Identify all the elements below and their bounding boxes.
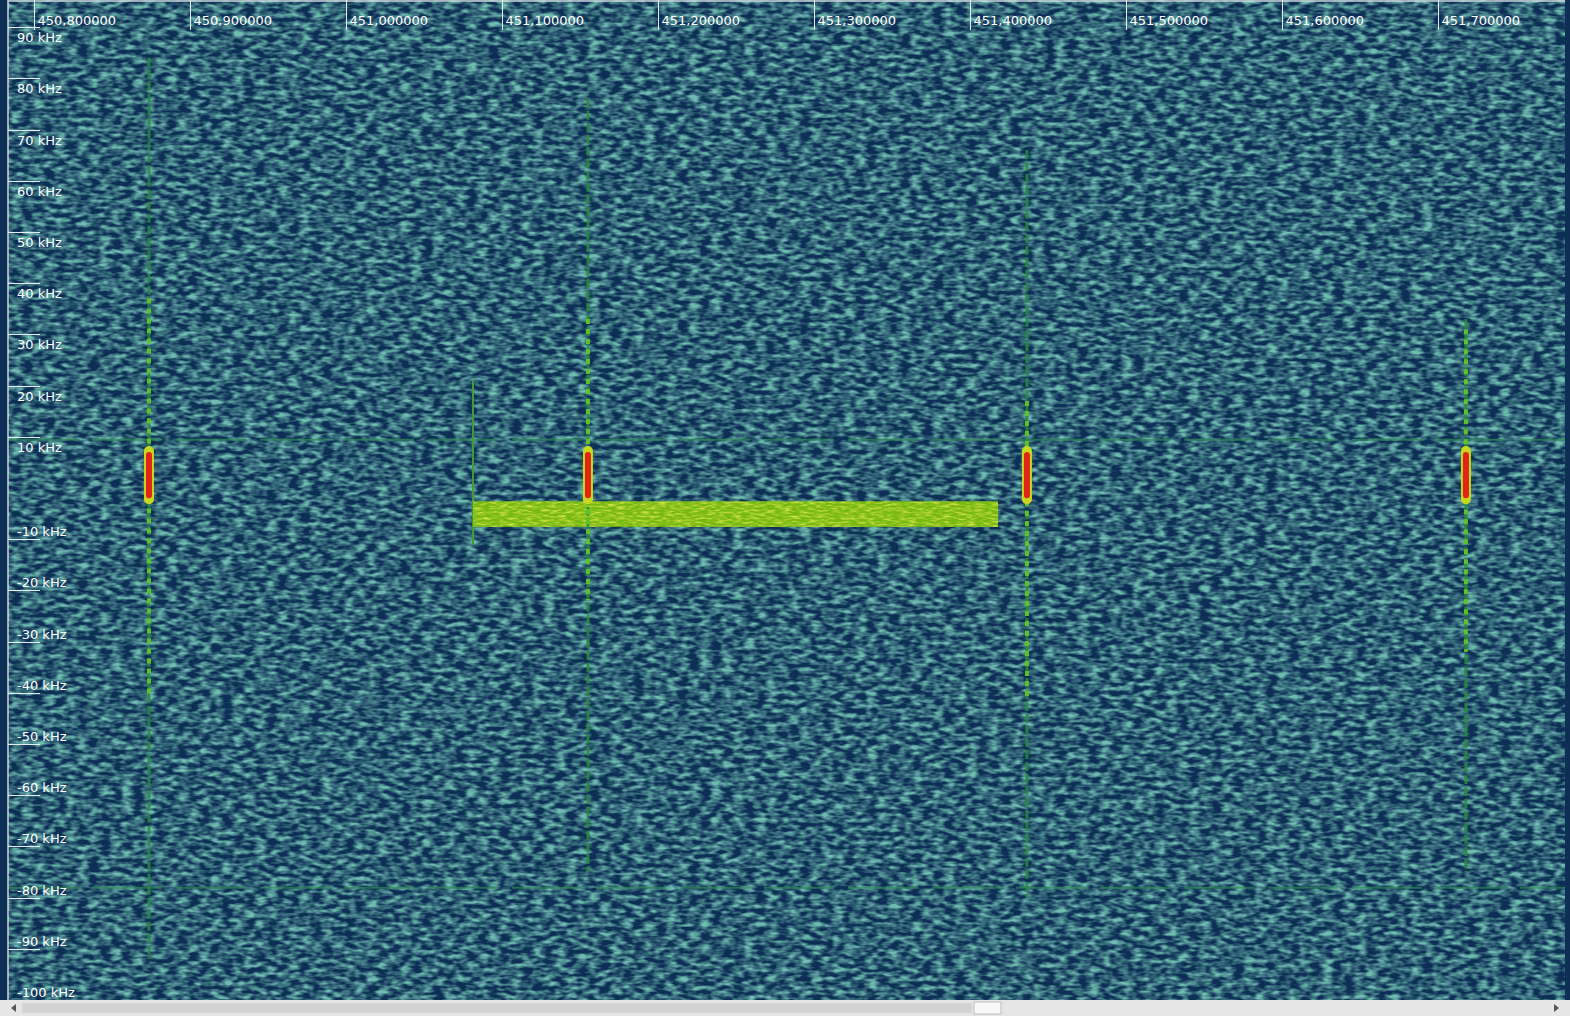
burst-peak-core bbox=[1024, 452, 1030, 498]
x-tick bbox=[970, 0, 971, 30]
y-tick-label: -90 kHz bbox=[17, 934, 67, 949]
x-tick bbox=[502, 0, 503, 30]
burst-line bbox=[1464, 319, 1467, 872]
y-tick bbox=[8, 539, 40, 540]
y-tick-label: 30 kHz bbox=[17, 337, 62, 352]
x-tick-label: 451,500000 bbox=[1130, 13, 1209, 28]
y-tick bbox=[8, 232, 40, 233]
y-tick bbox=[8, 283, 40, 284]
burst-bright bbox=[1464, 329, 1468, 652]
spur-line bbox=[8, 887, 1565, 889]
x-tick-label: 451,000000 bbox=[350, 13, 429, 28]
scrollbar-fill bbox=[22, 1003, 972, 1013]
burst-peak bbox=[583, 446, 593, 504]
y-tick-label: 10 kHz bbox=[17, 440, 62, 455]
x-tick-label: 451,600000 bbox=[1286, 13, 1365, 28]
x-tick-label: 450,900000 bbox=[194, 13, 273, 28]
y-tick bbox=[8, 334, 40, 335]
scroll-left-arrow[interactable] bbox=[11, 1004, 16, 1012]
signal-texture bbox=[473, 501, 998, 527]
y-tick-label: -40 kHz bbox=[17, 678, 67, 693]
scrollbar-thumb[interactable] bbox=[974, 1002, 1001, 1014]
x-tick bbox=[346, 0, 347, 30]
y-tick bbox=[8, 693, 40, 694]
y-tick bbox=[8, 78, 40, 79]
x-tick-label: 451,200000 bbox=[662, 13, 741, 28]
burst-bright bbox=[1025, 401, 1029, 698]
y-tick-label: -10 kHz bbox=[17, 524, 67, 539]
x-axis-line bbox=[8, 0, 1565, 2]
y-tick bbox=[8, 846, 40, 847]
y-tick-label: 40 kHz bbox=[17, 286, 62, 301]
y-tick bbox=[8, 27, 40, 28]
y-tick-label: -50 kHz bbox=[17, 729, 67, 744]
burst-line bbox=[147, 58, 150, 959]
spur-line bbox=[8, 439, 1565, 441]
y-tick-label: 80 kHz bbox=[17, 81, 62, 96]
spectrogram-view: 450,800000 450,900000 451,000000 451,100000… bbox=[0, 0, 1570, 1016]
burst-peak-core bbox=[585, 452, 591, 498]
x-tick-label: 451,300000 bbox=[818, 13, 897, 28]
plot-area bbox=[8, 0, 1565, 1000]
y-tick bbox=[8, 949, 40, 950]
x-tick-label: 451,100000 bbox=[506, 13, 585, 28]
x-tick bbox=[658, 0, 659, 30]
y-tick bbox=[8, 181, 40, 182]
scrollbar-track bbox=[0, 1000, 1570, 1016]
y-tick-label: 60 kHz bbox=[17, 184, 62, 199]
y-tick bbox=[8, 795, 40, 796]
burst-peak bbox=[1461, 446, 1471, 504]
background bbox=[0, 0, 1570, 1016]
burst-line bbox=[1025, 150, 1028, 898]
y-tick-label: -20 kHz bbox=[17, 575, 67, 590]
y-tick-label: 90 kHz bbox=[17, 30, 62, 45]
x-tick bbox=[34, 0, 35, 30]
signal-band bbox=[473, 501, 998, 527]
y-tick bbox=[8, 898, 40, 899]
scroll-right-arrow[interactable] bbox=[1554, 1004, 1559, 1012]
x-tick bbox=[814, 0, 815, 30]
x-tick bbox=[1126, 0, 1127, 30]
y-tick-label: -30 kHz bbox=[17, 627, 67, 642]
x-tick bbox=[190, 0, 191, 30]
y-tick-label: -80 kHz bbox=[17, 883, 67, 898]
y-tick-label: 20 kHz bbox=[17, 389, 62, 404]
y-tick bbox=[8, 386, 40, 387]
y-tick bbox=[8, 744, 40, 745]
y-tick bbox=[8, 130, 40, 131]
y-axis-line bbox=[7, 0, 9, 1000]
x-tick-label: 451,700000 bbox=[1442, 13, 1521, 28]
y-tick bbox=[8, 642, 40, 643]
y-tick-label: 50 kHz bbox=[17, 235, 62, 250]
burst-peak-core bbox=[1463, 452, 1469, 498]
noise-texture bbox=[8, 0, 1565, 1000]
y-tick-label: -100 kHz bbox=[17, 985, 75, 1000]
burst-bright bbox=[586, 319, 590, 601]
x-tick bbox=[1438, 0, 1439, 30]
y-tick-label: -70 kHz bbox=[17, 831, 67, 846]
y-tick bbox=[8, 437, 40, 438]
burst-peak bbox=[1022, 446, 1032, 504]
x-tick-label: 450,800000 bbox=[38, 13, 117, 28]
burst-peak-core bbox=[146, 452, 152, 498]
y-tick-label: -60 kHz bbox=[17, 780, 67, 795]
x-tick-label: 451,400000 bbox=[974, 13, 1053, 28]
marks bbox=[8, 58, 1565, 959]
x-tick bbox=[1282, 0, 1283, 30]
burst-peak bbox=[144, 446, 154, 504]
y-tick bbox=[8, 590, 40, 591]
y-tick-label: 70 kHz bbox=[17, 133, 62, 148]
